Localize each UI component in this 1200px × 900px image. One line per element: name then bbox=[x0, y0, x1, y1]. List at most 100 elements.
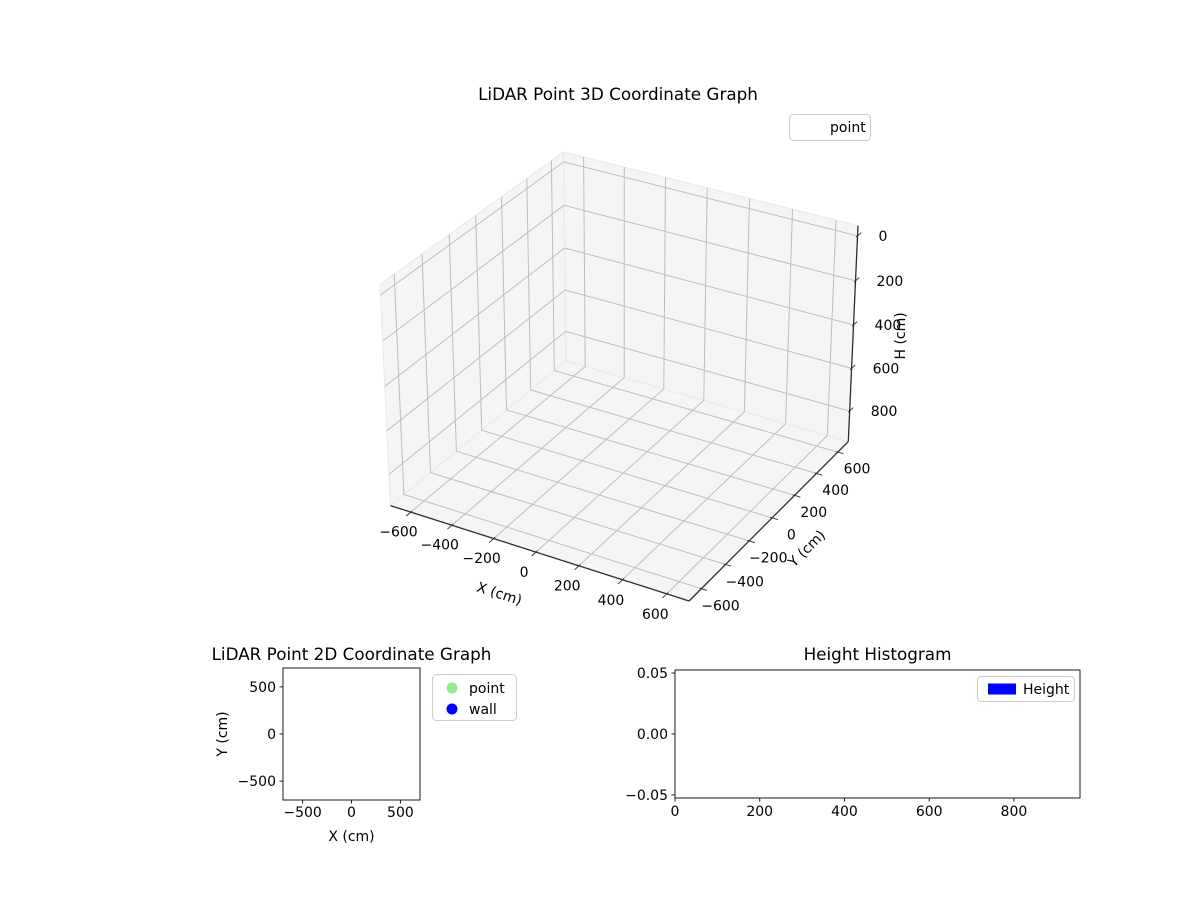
plot2d-y-axis-label: Y (cm) bbox=[215, 711, 231, 757]
grid-line-y bbox=[530, 389, 817, 474]
x-tick-mark bbox=[447, 523, 454, 530]
grid-line-x bbox=[743, 198, 750, 412]
legend-marker-point bbox=[446, 682, 458, 694]
grid-line-z bbox=[564, 289, 852, 369]
y-tick-label: 0 bbox=[267, 727, 276, 743]
plot3d-legend-label-point: point bbox=[830, 120, 866, 136]
y-tick-mark bbox=[699, 587, 708, 591]
y-tick-label: 400 bbox=[822, 483, 849, 499]
histogram-legend-box bbox=[977, 676, 1075, 702]
grid-line-x bbox=[826, 220, 837, 436]
grid-line-x bbox=[410, 366, 586, 513]
x-tick-label: −400 bbox=[421, 538, 459, 554]
x-axis-line bbox=[390, 504, 690, 602]
y-tick-label: 0.00 bbox=[637, 727, 668, 743]
x-tick-label: 400 bbox=[831, 804, 858, 820]
y-tick-label: −500 bbox=[238, 774, 276, 790]
y-tick-label: −400 bbox=[725, 574, 763, 590]
grid-line-y bbox=[526, 178, 532, 391]
x-tick-label: 200 bbox=[746, 804, 773, 820]
x-tick-mark bbox=[574, 564, 581, 571]
y-tick-label: 0 bbox=[787, 528, 796, 544]
y-tick-label: −200 bbox=[749, 551, 787, 567]
x-tick-label: −200 bbox=[462, 551, 500, 567]
grid-line-y bbox=[421, 254, 431, 473]
x-tick-mark bbox=[531, 550, 538, 557]
y-axis-line bbox=[688, 441, 849, 602]
grid-line-y bbox=[430, 472, 726, 565]
x-tick-label: 0 bbox=[671, 804, 680, 820]
plot2d-x-axis-label: X (cm) bbox=[328, 829, 374, 845]
x-axis-label: X (cm) bbox=[475, 580, 524, 609]
y-tick-mark bbox=[723, 563, 732, 567]
grid-line-z bbox=[563, 204, 856, 282]
y-tick-mark bbox=[747, 539, 756, 544]
y-tick-label: −600 bbox=[701, 599, 739, 615]
grid-line-y bbox=[403, 494, 702, 590]
grid-line-x bbox=[451, 377, 625, 526]
histogram-axes: 0 200 400 600 800 −0.05 0.00 0.05 Height Histogr… bbox=[625, 644, 1081, 820]
x-tick-mark bbox=[662, 592, 669, 599]
grid-line-y bbox=[456, 450, 750, 542]
x-tick-label: 0 bbox=[520, 565, 529, 581]
grid-line-z bbox=[382, 204, 565, 342]
x-tick-mark bbox=[405, 510, 413, 517]
grid-line-y bbox=[448, 234, 457, 452]
z-tick-label: 600 bbox=[873, 361, 900, 377]
histogram-title: Height Histogram bbox=[804, 644, 952, 664]
y-tick-label: 0.05 bbox=[637, 666, 668, 682]
x-tick-mark bbox=[617, 578, 625, 585]
grid-line-x bbox=[663, 177, 666, 389]
x-tick-label: 600 bbox=[642, 607, 669, 623]
plot2d-title: LiDAR Point 2D Coordinate Graph bbox=[212, 644, 492, 664]
grid-line-y bbox=[554, 370, 838, 453]
grid-line-x bbox=[622, 423, 786, 581]
plot3d-axes: −600−400−2000200400600−600−400−200020040… bbox=[379, 84, 909, 623]
z-tick-label: 200 bbox=[877, 274, 904, 290]
z-tick-label: 400 bbox=[875, 318, 902, 334]
grid-line-z bbox=[563, 161, 858, 237]
z-tick-mark bbox=[849, 364, 856, 371]
plot3d-legend-box bbox=[789, 114, 871, 141]
plot2d-area bbox=[282, 667, 421, 801]
grid-line-z bbox=[384, 247, 565, 387]
y-tick-mark bbox=[770, 516, 779, 521]
grid-line-y bbox=[501, 196, 507, 410]
x-tick-label: 200 bbox=[554, 579, 581, 595]
z-tick-label: 800 bbox=[871, 404, 898, 420]
x-tick-label: 400 bbox=[598, 593, 625, 609]
grid-line-x bbox=[535, 399, 705, 553]
x-tick-label: −500 bbox=[283, 805, 321, 821]
z-tick-mark bbox=[851, 321, 858, 327]
grid-line-x bbox=[785, 209, 793, 424]
grid-line-z bbox=[386, 289, 566, 432]
z-tick-mark bbox=[855, 232, 862, 238]
plot2d-axes: −500 0 500 −500 0 500 LiDAR Point 2D Coordinat… bbox=[212, 644, 517, 845]
grid-line-x bbox=[493, 388, 665, 539]
grid-line-z bbox=[565, 330, 850, 412]
z-axis-line bbox=[847, 225, 859, 442]
y-tick-mark bbox=[814, 472, 823, 476]
grid-line-z bbox=[388, 331, 566, 475]
grid-line-y bbox=[550, 160, 555, 371]
z-tick-mark bbox=[847, 407, 854, 413]
grid-line-y bbox=[475, 215, 483, 431]
y-tick-label: 200 bbox=[800, 505, 827, 521]
grid-line-x bbox=[703, 187, 708, 401]
x-tick-label: −600 bbox=[379, 524, 417, 540]
grid-line-z bbox=[564, 247, 854, 326]
z-axis-label: H (cm) bbox=[893, 312, 909, 359]
plot3d-title: LiDAR Point 3D Coordinate Graph bbox=[478, 84, 758, 104]
y-tick-mark bbox=[835, 451, 844, 455]
grid-line-x bbox=[583, 156, 586, 367]
y-tick-label: 500 bbox=[249, 680, 276, 696]
z-tick-label: 0 bbox=[879, 229, 888, 245]
grid-line-y bbox=[481, 429, 773, 519]
y-tick-label: −0.05 bbox=[625, 788, 668, 804]
x-tick-mark bbox=[488, 536, 496, 543]
x-tick-label: 600 bbox=[916, 804, 943, 820]
x-tick-label: 500 bbox=[387, 805, 414, 821]
grid-line-z bbox=[380, 161, 564, 296]
